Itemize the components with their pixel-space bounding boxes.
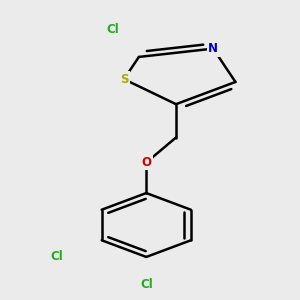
Text: N: N <box>208 42 218 55</box>
Text: Cl: Cl <box>140 278 153 291</box>
Text: Cl: Cl <box>106 23 119 36</box>
Text: O: O <box>141 156 151 169</box>
Text: Cl: Cl <box>51 250 64 263</box>
Text: S: S <box>120 73 128 86</box>
